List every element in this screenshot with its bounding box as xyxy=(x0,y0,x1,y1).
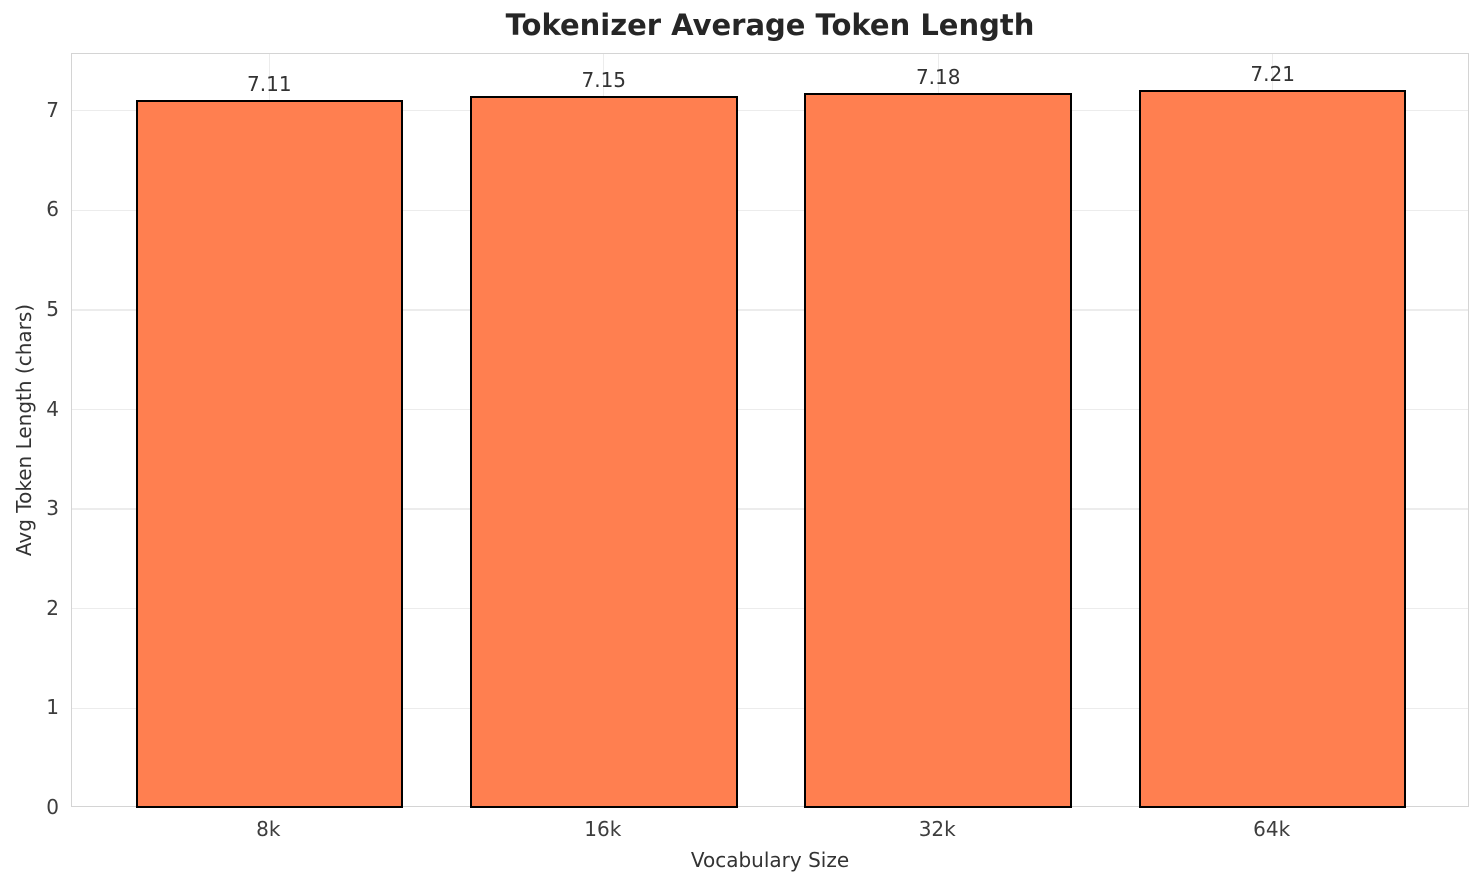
y-axis-label-text: Avg Token Length (chars) xyxy=(12,303,36,557)
x-axis-label: Vocabulary Size xyxy=(690,848,850,872)
y-gridline xyxy=(72,508,1468,510)
y-tick-label: 4 xyxy=(46,396,59,421)
bar-64k xyxy=(1138,89,1407,808)
bar-value-label: 7.21 xyxy=(1250,61,1295,86)
bar-value-label: 7.15 xyxy=(581,67,627,92)
bar-8k xyxy=(135,99,404,808)
y-gridline xyxy=(72,309,1468,311)
y-tick-label: 7 xyxy=(46,97,59,122)
y-gridline xyxy=(72,408,1468,411)
x-tick-label: 32k xyxy=(918,817,956,841)
y-tick-label: 2 xyxy=(46,595,59,620)
y-tick-label: 0 xyxy=(46,795,59,819)
x-tick-label: 64k xyxy=(1253,817,1291,841)
y-tick-label: 3 xyxy=(46,496,59,521)
y-tick-label: 5 xyxy=(46,296,59,321)
y-gridline xyxy=(72,209,1468,212)
plot-area: 7.11 7.15 7.18 7.21 xyxy=(71,53,1469,808)
x-tick-label: 8k xyxy=(256,817,281,841)
bar-value-label: 7.18 xyxy=(915,64,961,89)
chart-title: Tokenizer Average Token Length xyxy=(505,8,1035,42)
bar-16k xyxy=(469,95,738,808)
y-tick-label: 1 xyxy=(46,695,59,720)
y-gridline xyxy=(72,110,1468,112)
y-gridline xyxy=(72,707,1468,710)
bar-value-label: 7.11 xyxy=(247,71,292,96)
bar-32k xyxy=(804,92,1072,808)
y-tick-label: 6 xyxy=(46,197,59,222)
x-tick-label: 16k xyxy=(584,817,622,841)
y-gridline xyxy=(72,608,1468,610)
